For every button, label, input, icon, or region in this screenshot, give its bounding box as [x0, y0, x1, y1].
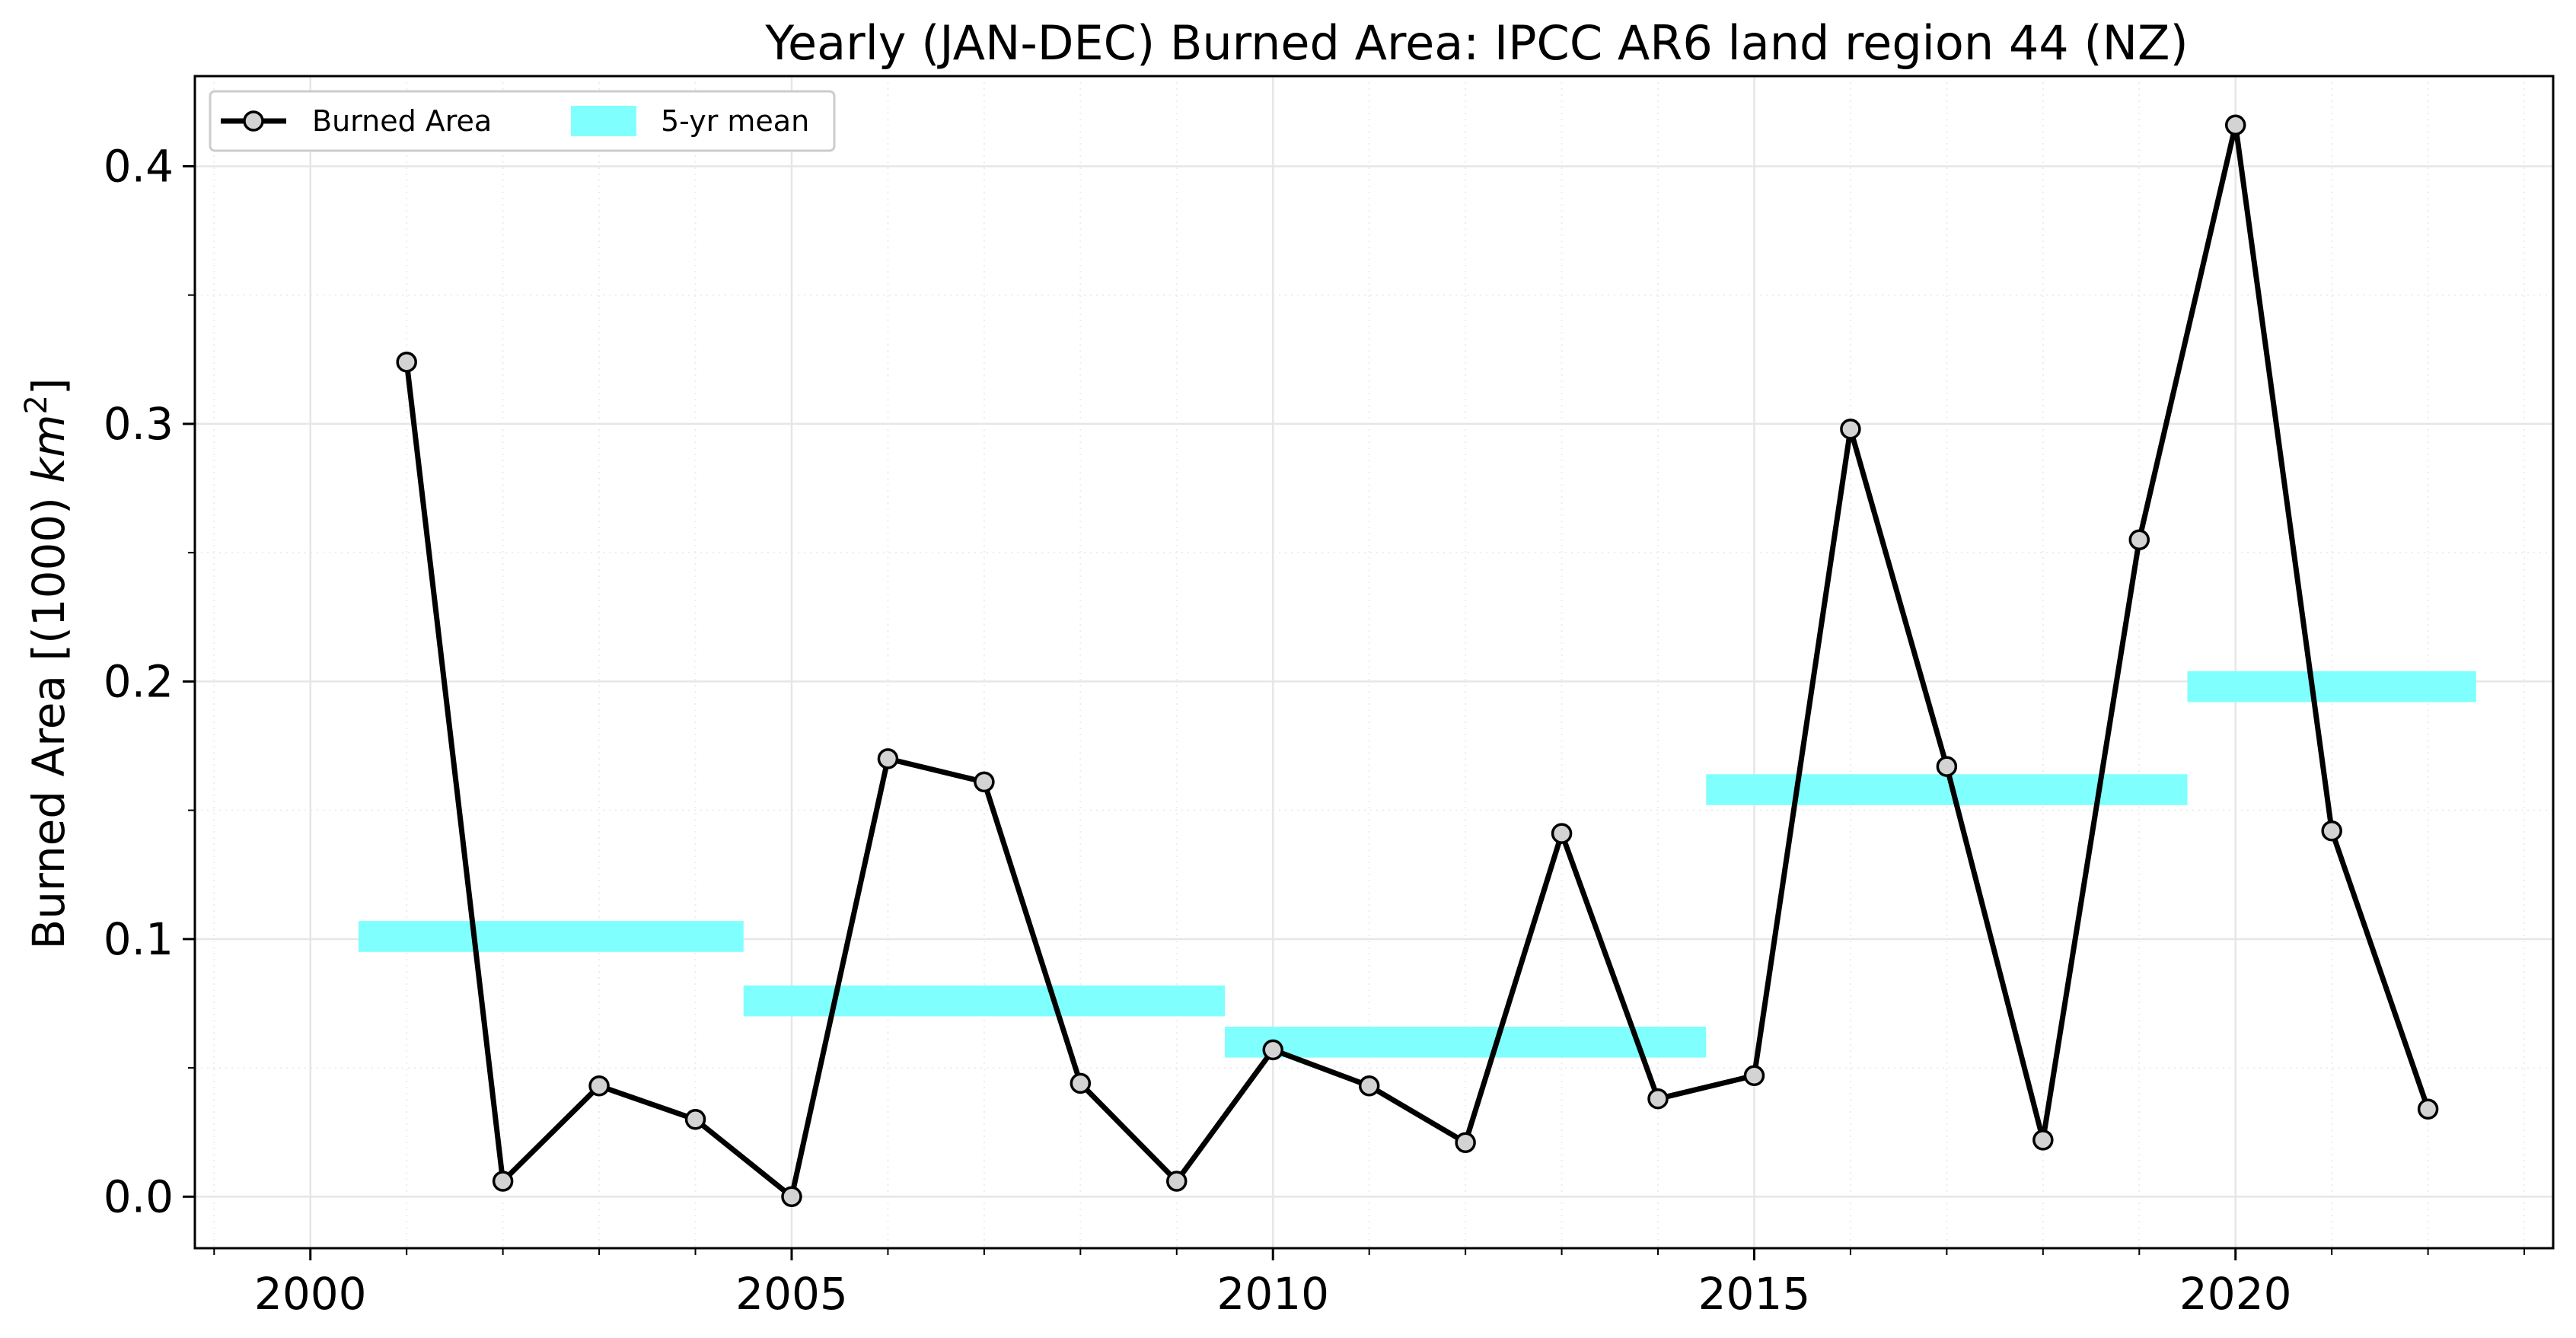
legend-marker-swatch [243, 110, 264, 132]
burned-area-point [2224, 114, 2246, 136]
x-tick-label: 2010 [1216, 1268, 1329, 1320]
chart-title: Yearly (JAN-DEC) Burned Area: IPCC AR6 l… [764, 15, 2188, 71]
legend-box [209, 90, 836, 152]
burned-area-point [877, 748, 899, 769]
burned-area-series [403, 122, 2431, 1199]
burned-area-line [403, 122, 2431, 1199]
burned-area-point [2032, 1129, 2054, 1151]
x-tick-label: 2020 [2179, 1268, 2292, 1320]
legend-mean-swatch [571, 106, 636, 136]
burned-area-point [396, 351, 417, 373]
five-year-mean-bar [1225, 1026, 1707, 1058]
burned-area-point [1070, 1072, 1092, 1094]
burned-area-point [1166, 1171, 1188, 1192]
five-year-mean-bar [743, 985, 1226, 1017]
y-tick-label: 0.0 [104, 1171, 174, 1222]
burned-area-point [684, 1109, 706, 1130]
y-tick-label: 0.4 [104, 140, 174, 192]
x-tick-label: 2000 [254, 1268, 367, 1320]
plot-frame [193, 75, 2555, 1250]
y-axis-label: Burned Area [(1000) km2] [19, 378, 75, 949]
burned-area-point [1358, 1075, 1380, 1097]
five-year-mean-bar [1706, 774, 2188, 805]
legend: Burned Area 5-yr mean [209, 90, 836, 152]
burned-area-point [1840, 418, 1861, 440]
burned-area-point [974, 771, 995, 793]
y-tick-label: 0.2 [104, 655, 174, 707]
y-tick-label: 0.1 [104, 913, 174, 965]
burned-area-point [781, 1186, 802, 1208]
x-tick-label: 2005 [735, 1268, 848, 1320]
burned-area-point [492, 1171, 514, 1192]
grid-layer [195, 76, 2553, 1248]
burned-area-point [2128, 529, 2150, 550]
burned-area-point [2417, 1098, 2439, 1120]
five-year-mean-bar [2187, 671, 2476, 702]
legend-label-5yr-mean: 5-yr mean [661, 104, 809, 138]
burned-area-point [1455, 1132, 1476, 1153]
five-year-mean-bars [358, 671, 2476, 1058]
burned-area-point [1262, 1039, 1283, 1061]
burned-area-point [588, 1075, 610, 1097]
burned-area-point [1551, 823, 1573, 844]
burned-area-point [2321, 820, 2342, 842]
burned-area-point [1647, 1088, 1669, 1110]
y-tick-label: 0.3 [104, 398, 174, 450]
burned-area-point [1936, 756, 1958, 777]
burned-area-point [1743, 1065, 1765, 1086]
legend-label-burned-area: Burned Area [312, 104, 492, 138]
burned-area-markers [396, 114, 2439, 1208]
axes: 2000 2005 2010 2015 2020 0.0 0.1 0.2 0.3 0.4 [104, 140, 2526, 1320]
five-year-mean-bar [358, 921, 744, 952]
x-tick-label: 2015 [1698, 1268, 1811, 1320]
